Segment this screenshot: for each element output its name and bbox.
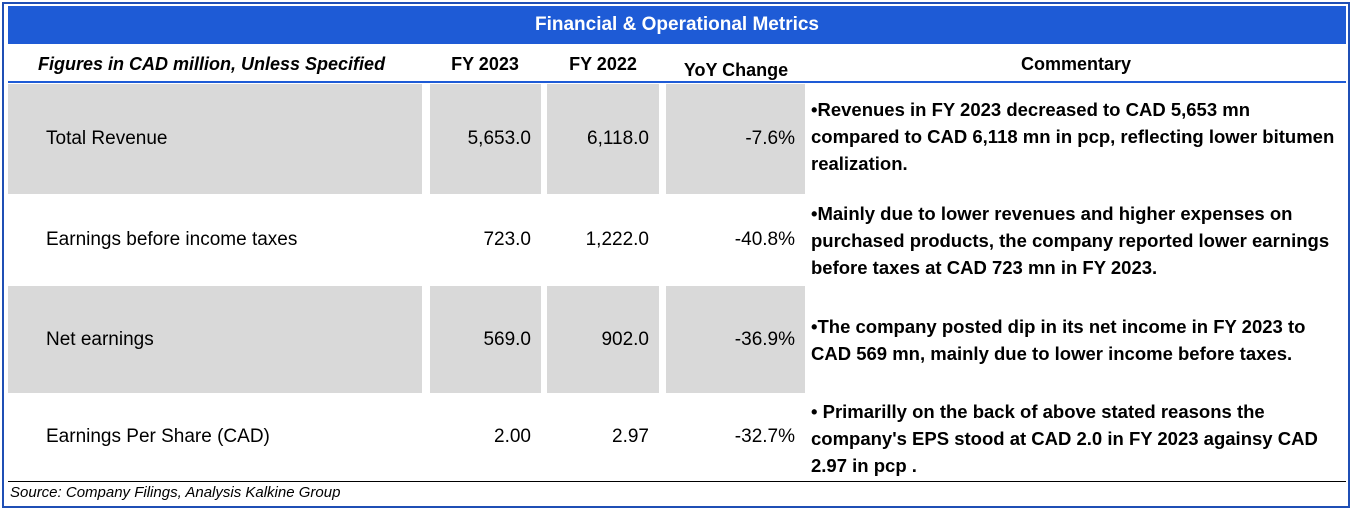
header-fy2023: FY 2023 <box>451 53 519 74</box>
row-yoy: -40.8% <box>734 229 795 250</box>
row-fy2022: 1,222.0 <box>585 229 649 250</box>
row-yoy: -7.6% <box>666 84 805 194</box>
row-fy2022: 902.0 <box>547 286 659 393</box>
row-fy2023: 2.00 <box>494 426 531 447</box>
row-yoy: -32.7% <box>734 426 795 447</box>
header-fy2022: FY 2022 <box>569 53 637 74</box>
header-commentary: Commentary <box>1020 53 1132 74</box>
table-title: Financial & Operational Metrics <box>8 6 1346 44</box>
row-label: Earnings Per Share (CAD) <box>46 426 270 447</box>
header-divider <box>8 81 1346 83</box>
row-fy2023: 569.0 <box>430 286 541 393</box>
row-fy2022: 2.97 <box>612 426 649 447</box>
row-yoy: -36.9% <box>666 286 805 393</box>
row-label: Net earnings <box>8 286 422 393</box>
row-fy2023: 723.0 <box>483 229 531 250</box>
row-fy2023: 5,653.0 <box>430 84 541 194</box>
source-divider <box>8 481 1346 482</box>
row-commentary: •Mainly due to lower revenues and higher… <box>811 203 1330 278</box>
row-commentary: • Primarilly on the back of above stated… <box>811 401 1318 476</box>
header-yoy: YoY Change <box>683 59 789 80</box>
source-note: Source: Company Filings, Analysis Kalkin… <box>10 484 341 501</box>
row-commentary: •The company posted dip in its net incom… <box>811 316 1306 364</box>
row-label: Earnings before income taxes <box>46 229 298 250</box>
row-fy2022: 6,118.0 <box>547 84 659 194</box>
row-commentary: •Revenues in FY 2023 decreased to CAD 5,… <box>811 99 1335 174</box>
row-label: Total Revenue <box>8 84 422 194</box>
header-figures: Figures in CAD million, Unless Specified <box>38 53 386 74</box>
